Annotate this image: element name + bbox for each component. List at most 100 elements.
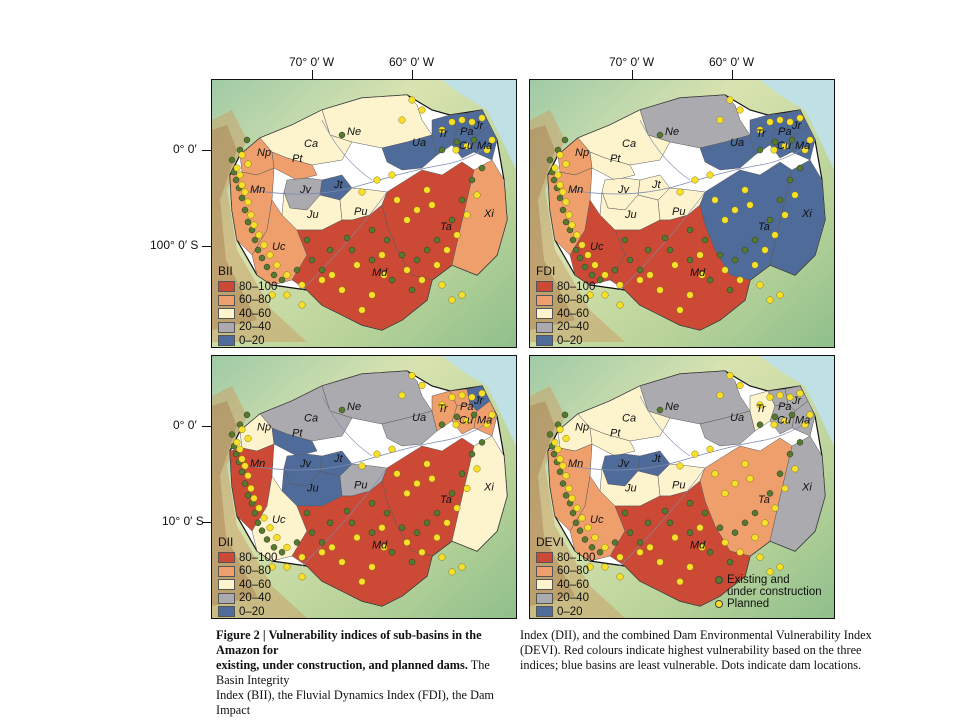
existing-dam-dot [383,236,391,244]
basin-label-uc: Uc [590,241,604,253]
basin-label-pa: Pa [460,126,473,138]
basin-label-ju: Ju [624,209,637,221]
legend-range-label: 80–100 [239,280,278,293]
planned-dam-dot [696,251,704,259]
planned-dam-dot [756,281,764,289]
existing-dam-dot [756,421,764,428]
existing-dam-dot [701,236,709,244]
negro-river-line [639,119,691,181]
existing-dam-dot [596,276,604,284]
planned-dam-dot [616,573,624,581]
planned-dam-dot [418,381,426,389]
existing-dam-dot [562,218,570,226]
planned-dam-dot [468,393,476,401]
planned-dam-dot [458,116,466,124]
planned-dam-dot [551,438,559,446]
sub-basin-md [609,204,751,331]
existing-dam-dot [596,549,604,556]
ocean-area [442,356,516,446]
basin-label-xi: Xi [483,208,494,220]
planned-dam-dot [562,160,570,168]
basin-label-cu: Cu [459,415,473,427]
existing-dam-dot [278,276,286,284]
basin-label-cu: Cu [459,140,473,152]
planned-dam-dot [776,391,784,399]
planned-dam-dot [488,411,496,419]
planned-dam-dot [676,578,684,586]
planned-dam-dot [806,411,814,419]
planned-dam-dot [483,146,491,154]
basin-label-tr: Tr [438,403,449,415]
basin-label-xi: Xi [801,481,812,493]
map-panel-devi: Ne Ca Np Pt Ua Tr Pa Jr Cu Ma Mn Jv Jt Ju Pu Ta Xi Uc Md D… [529,355,835,619]
existing-dam-dot [458,196,466,204]
basin-label-ca: Ca [304,138,318,150]
existing-dam-dot [569,509,577,517]
existing-dam-dot [278,549,286,556]
planned-dam-dot [241,462,249,470]
dam-legend: Existing and under construction Planned [715,574,822,610]
planned-dam-dot [636,276,644,284]
planned-dam-dot [736,106,744,114]
planned-dam-dot [801,421,809,429]
lat-tick-0-top [202,150,211,151]
basin-label-jv: Jv [299,184,313,196]
planned-dam-dot [448,568,456,576]
basin-label-ca: Ca [622,413,636,425]
existing-dam-dot [326,519,334,527]
latitude-label-10s-top: 100° 0′ S [150,238,199,252]
figure-caption-left: Figure 2 | Vulnerability indices of sub-… [216,628,506,718]
planned-dam-dot [388,171,396,179]
existing-dam-dot [478,164,486,172]
sub-basin-ua [699,134,756,171]
existing-dam-dot [686,256,694,264]
basin-label-ta: Ta [440,494,452,506]
existing-dam-dot [258,527,266,534]
planned-dam-dot [601,291,609,299]
planned-dam-dot [559,188,567,196]
legend-row: 0–20 [536,334,595,347]
planned-dam-dot [338,286,346,294]
basin-label-pa: Pa [460,401,473,413]
caption-figure-title-2: existing, under construction, and planne… [216,658,468,672]
legend-range-label: 40–60 [557,307,589,320]
lat-tick-10-top [202,246,211,247]
basin-label-jr: Jr [791,395,803,407]
basin-label-pt: Pt [610,153,621,165]
planned-dam-dot [244,160,252,168]
existing-dam-dot [786,450,794,458]
planned-dam-dot [273,533,281,542]
basin-label-jt: Jt [651,179,662,191]
existing-dam-dot [448,490,456,497]
planned-dam-dot [233,438,241,446]
planned-dam-dot [556,426,564,434]
existing-dam-dot [343,234,351,242]
basin-label-jv: Jv [617,184,631,196]
planned-dam-dot [318,276,326,284]
amazon-river-line [251,415,498,471]
existing-dam-dot [468,450,476,458]
planned-dam-dot [403,216,411,224]
planned-dam-dot [438,553,446,561]
sub-basin-ua [381,410,438,447]
existing-dam-dot [788,136,796,144]
planned-dam-dot [318,548,326,556]
legend-swatch [536,321,553,333]
negro-river-line [321,395,373,457]
planned-dam-dot [433,533,441,542]
existing-dam-dot [343,507,351,515]
legend-range-label: 20–40 [557,592,589,605]
existing-dam-dot [716,524,724,531]
planned-dam-dot [247,484,255,493]
basin-label-np: Np [257,422,271,434]
amazon-river-line [569,415,816,471]
planned-dam-dot [238,455,246,463]
basin-label-tr: Tr [756,403,767,415]
planned-dam-dot [776,116,784,124]
legend-range-label: 60–80 [239,294,271,307]
basin-label-uc: Uc [272,514,286,526]
planned-dam-dot [786,393,794,401]
existing-dam-dot [661,234,669,242]
existing-dam-dot [326,246,334,254]
planned-dam-dot [268,563,276,571]
